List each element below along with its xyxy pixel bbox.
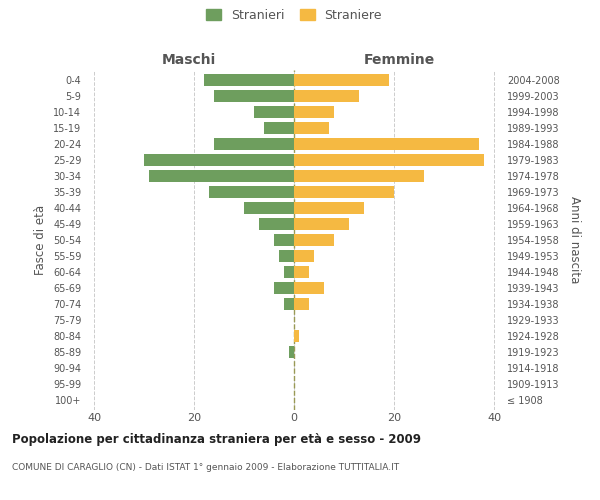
Text: Maschi: Maschi xyxy=(162,54,216,68)
Bar xyxy=(259,218,294,230)
Bar xyxy=(294,186,394,198)
Bar xyxy=(294,90,359,102)
Bar xyxy=(294,298,309,310)
Bar xyxy=(279,250,294,262)
Bar xyxy=(254,106,294,118)
Text: Popolazione per cittadinanza straniera per età e sesso - 2009: Popolazione per cittadinanza straniera p… xyxy=(12,432,421,446)
Bar xyxy=(264,122,294,134)
Bar xyxy=(214,90,294,102)
Bar xyxy=(294,154,484,166)
Bar xyxy=(294,106,334,118)
Bar xyxy=(284,298,294,310)
Bar xyxy=(294,122,329,134)
Bar xyxy=(294,170,424,182)
Bar xyxy=(294,282,324,294)
Bar xyxy=(294,234,334,246)
Bar xyxy=(289,346,294,358)
Legend: Stranieri, Straniere: Stranieri, Straniere xyxy=(206,8,382,22)
Bar xyxy=(294,138,479,150)
Bar xyxy=(144,154,294,166)
Bar xyxy=(149,170,294,182)
Bar xyxy=(294,250,314,262)
Bar xyxy=(294,218,349,230)
Bar xyxy=(284,266,294,278)
Bar xyxy=(274,282,294,294)
Y-axis label: Anni di nascita: Anni di nascita xyxy=(568,196,581,284)
Y-axis label: Fasce di età: Fasce di età xyxy=(34,205,47,275)
Text: COMUNE DI CARAGLIO (CN) - Dati ISTAT 1° gennaio 2009 - Elaborazione TUTTITALIA.I: COMUNE DI CARAGLIO (CN) - Dati ISTAT 1° … xyxy=(12,462,399,471)
Bar xyxy=(294,74,389,86)
Bar xyxy=(244,202,294,214)
Bar xyxy=(294,330,299,342)
Bar xyxy=(274,234,294,246)
Bar xyxy=(204,74,294,86)
Bar xyxy=(294,266,309,278)
Bar xyxy=(209,186,294,198)
Bar xyxy=(214,138,294,150)
Text: Femmine: Femmine xyxy=(364,54,434,68)
Bar xyxy=(294,202,364,214)
